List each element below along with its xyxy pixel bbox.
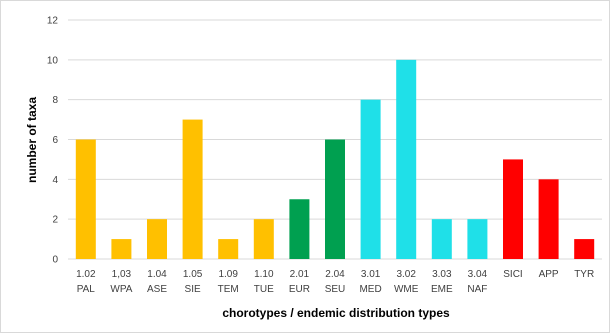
x-tick-abbr: MED bbox=[359, 284, 381, 295]
x-tick-code: 1.04 bbox=[147, 269, 167, 280]
y-tick-label: 0 bbox=[52, 255, 58, 266]
bar-pal bbox=[75, 139, 96, 259]
bars-layer bbox=[75, 59, 595, 260]
bar-med bbox=[360, 99, 381, 260]
bar-seu bbox=[325, 139, 345, 259]
x-tick-abbr: APP bbox=[539, 269, 559, 280]
x-tick-code: 2.04 bbox=[325, 269, 345, 280]
x-tick-abbr: TYR bbox=[574, 269, 594, 280]
bar-tue bbox=[253, 219, 274, 259]
x-tick-abbr: WME bbox=[394, 284, 419, 295]
x-tick-code: 1,03 bbox=[112, 269, 132, 280]
bar-eur bbox=[289, 199, 310, 259]
bar-wpa bbox=[111, 239, 132, 259]
x-tick-abbr: SEU bbox=[325, 284, 346, 295]
y-tick-label: 8 bbox=[52, 95, 58, 106]
x-tick-code: 3.04 bbox=[468, 269, 488, 280]
bar-ase bbox=[147, 219, 167, 259]
y-tick-label: 10 bbox=[47, 55, 59, 66]
bar-sie bbox=[182, 119, 203, 259]
x-tick-labels: 1.02 PAL 1,03 WPA 1.04 ASE 1.05 SIE 1.09 TEM 1.10 T… bbox=[76, 269, 594, 295]
bar-app bbox=[538, 179, 559, 259]
bar-tyr bbox=[574, 239, 595, 259]
x-tick-code: 1.10 bbox=[254, 269, 274, 280]
x-tick-code: 3.03 bbox=[432, 269, 452, 280]
bar-sici bbox=[503, 159, 523, 259]
y-tick-labels: 0 2 4 6 8 10 12 bbox=[47, 16, 59, 266]
x-tick-code: 1.02 bbox=[76, 269, 96, 280]
x-tick-abbr: NAF bbox=[467, 284, 487, 295]
x-tick-abbr: ASE bbox=[147, 284, 167, 295]
y-tick-label: 2 bbox=[52, 215, 58, 226]
y-axis-title: number of taxa bbox=[25, 97, 39, 183]
x-tick-abbr: PAL bbox=[77, 284, 96, 295]
x-tick-abbr: EUR bbox=[289, 284, 310, 295]
bar-eme bbox=[431, 219, 452, 259]
y-tick-label: 6 bbox=[52, 135, 58, 146]
bar-wme bbox=[396, 59, 417, 260]
x-tick-code: 3.01 bbox=[361, 269, 381, 280]
bar-tem bbox=[218, 239, 239, 259]
x-tick-code: 1.05 bbox=[183, 269, 203, 280]
y-tick-label: 4 bbox=[52, 175, 58, 186]
x-tick-abbr: EME bbox=[431, 284, 453, 295]
x-axis-title: chorotypes / endemic distribution types bbox=[222, 306, 450, 320]
x-tick-abbr: TEM bbox=[218, 284, 239, 295]
x-tick-abbr: TUE bbox=[254, 284, 274, 295]
x-tick-abbr: SICI bbox=[503, 269, 522, 280]
bar-naf bbox=[467, 219, 488, 259]
x-tick-code: 3.02 bbox=[396, 269, 416, 280]
y-tick-label: 12 bbox=[47, 16, 59, 27]
x-tick-abbr: SIE bbox=[185, 284, 201, 295]
x-tick-code: 1.09 bbox=[218, 269, 238, 280]
x-tick-abbr: WPA bbox=[110, 284, 132, 295]
x-tick-code: 2.01 bbox=[290, 269, 310, 280]
